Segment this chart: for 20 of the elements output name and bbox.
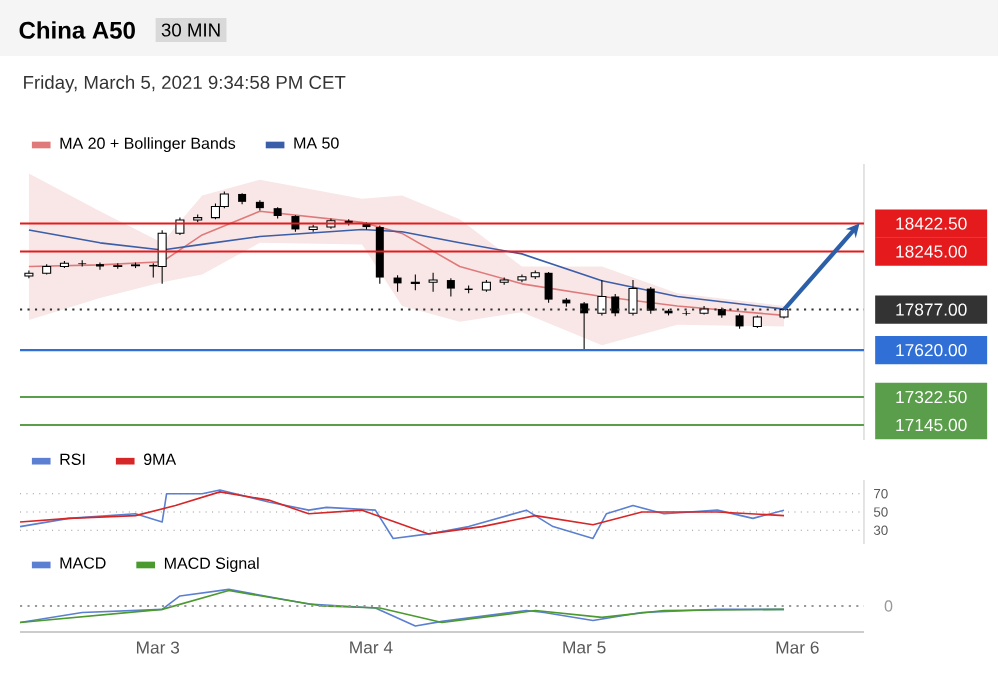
legend-label: MA 20 + Bollinger Bands (60, 137, 236, 153)
y-tick-label: 18245.00 (896, 245, 967, 258)
x-tick-label: Mar 4 (350, 641, 393, 654)
legend-label: RSI (60, 453, 85, 465)
chart-title: China A50 (19, 21, 135, 39)
y-tick-label: 18422.50 (896, 217, 967, 230)
x-tick-label: Mar 3 (136, 641, 180, 654)
y-tick-label: 17322.50 (896, 390, 967, 404)
ref-line-label: 0 (884, 600, 893, 612)
y-tick-label: 17877.00 (896, 303, 967, 316)
chart-subtitle: Friday, March 5, 2021 9:34:58 PM CET (24, 75, 346, 93)
x-tick-label: Mar 6 (776, 641, 819, 654)
legend-label: MACD Signal (164, 557, 259, 573)
x-tick-label: Mar 5 (563, 641, 606, 654)
legend-label: MACD (60, 557, 106, 569)
y-tick-label: 17145.00 (896, 418, 967, 432)
legend-label: MA 50 (294, 137, 339, 149)
text: 30 MIN (161, 23, 220, 37)
legend-label: 9MA (143, 453, 177, 465)
y-tick-label: 17620.00 (896, 343, 967, 357)
